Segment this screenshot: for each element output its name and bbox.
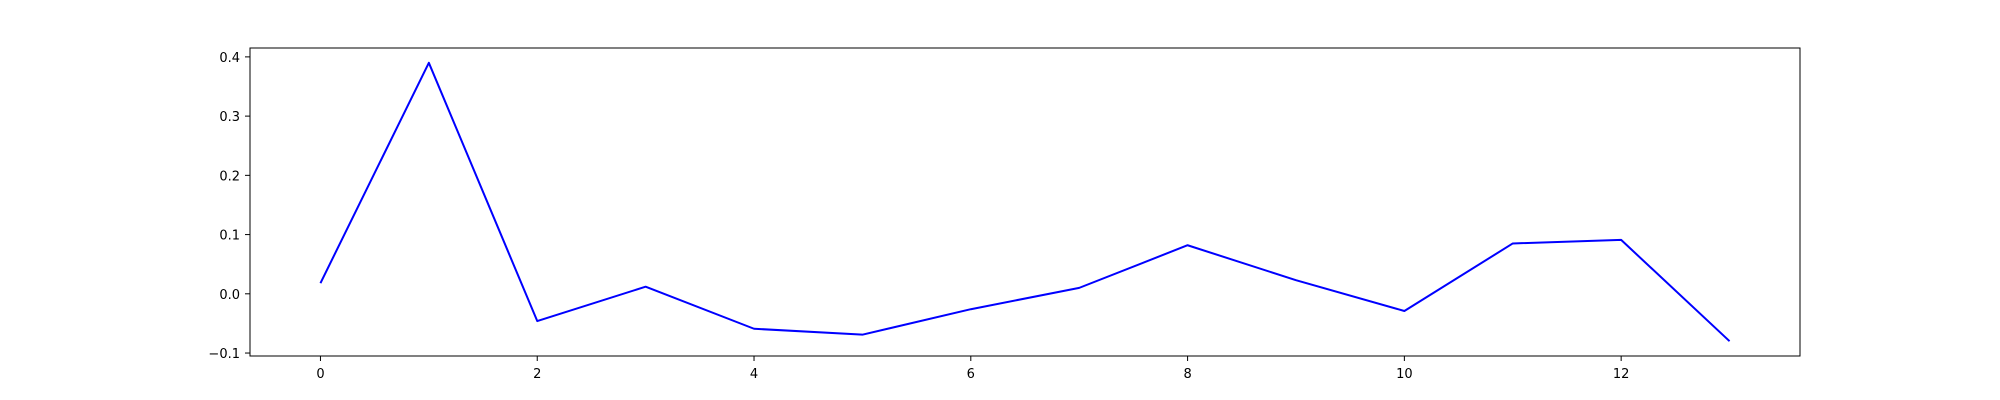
plot-frame [249,47,1801,357]
x-tick-label: 2 [533,367,541,382]
x-tick-label: 0 [316,367,324,382]
y-tick-label: 0.0 [219,288,240,303]
x-tick-label: 6 [967,367,975,382]
x-tick-label: 12 [1613,367,1630,382]
y-tick-label: 0.3 [219,110,240,125]
x-tick-label: 8 [1183,367,1191,382]
x-tick-label: 10 [1396,367,1413,382]
plot-content [319,61,1731,342]
x-tick-label: 4 [750,367,758,382]
y-tick-label: 0.4 [219,51,240,66]
series-line-0 [319,61,1731,342]
x-axis: 0 2 4 6 8 10 12 [316,356,1629,382]
y-axis: −0.1 0.0 0.1 0.2 0.3 0.4 [208,51,250,362]
y-tick-label: 0.2 [219,169,240,184]
y-tick-label: −0.1 [208,347,240,362]
y-tick-label: 0.1 [219,229,240,244]
